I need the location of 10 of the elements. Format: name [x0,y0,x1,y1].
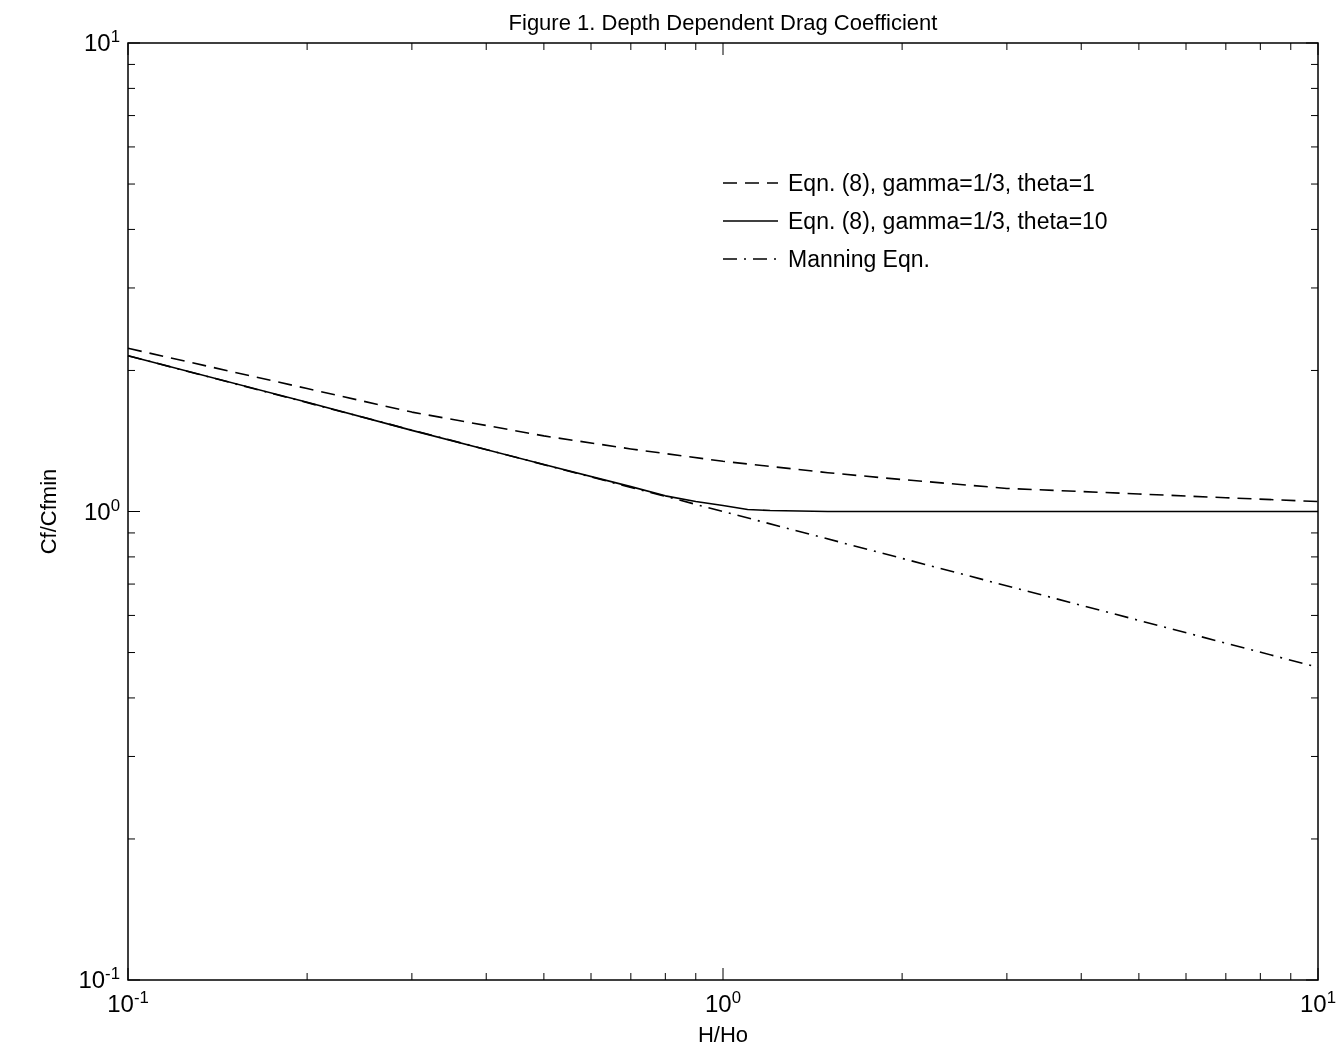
chart-title: Figure 1. Depth Dependent Drag Coefficient [508,10,938,35]
x-tick-label: 10$^{1}$ [1299,987,1337,1017]
x-tick-label: 10$^{0}$ [704,987,742,1017]
legend-label: Manning Eqn. [788,246,930,272]
y-axis-title: Cf/Cfmin [36,468,61,555]
y-tick-label: 10$^{0}$ [83,495,120,525]
legend-label: Eqn. (8), gamma=1/3, theta=1 [788,170,1095,196]
x-axis-title: H/Ho [697,1022,749,1047]
y-tick-label: 10$^{1}$ [83,26,120,56]
legend-label: Eqn. (8), gamma=1/3, theta=10 [788,208,1108,234]
